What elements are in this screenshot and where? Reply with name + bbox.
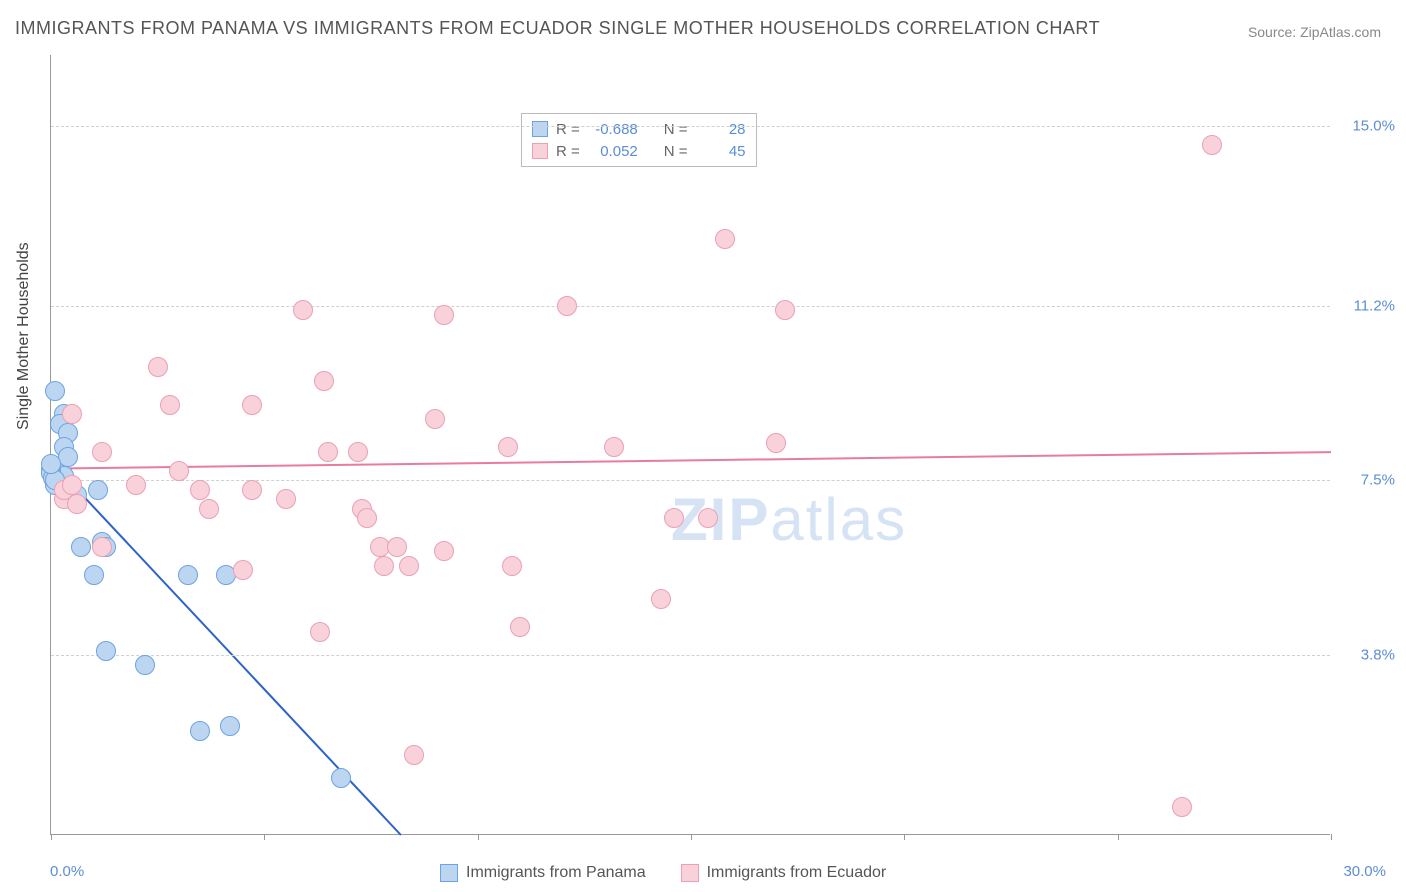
data-point <box>331 768 351 788</box>
x-tick <box>691 834 692 840</box>
trend-lines-svg <box>51 55 1331 835</box>
data-point <box>67 494 87 514</box>
data-point <box>510 617 530 637</box>
x-axis-max-label: 30.0% <box>1343 863 1386 880</box>
legend-n-label: N = <box>664 143 688 160</box>
plot-area: ZIPatlas R =-0.688N =28R =0.052N =45 15.… <box>50 55 1330 835</box>
data-point <box>651 589 671 609</box>
data-point <box>434 305 454 325</box>
data-point <box>88 480 108 500</box>
data-point <box>71 537 91 557</box>
x-tick <box>904 834 905 840</box>
data-point <box>374 556 394 576</box>
chart-title: IMMIGRANTS FROM PANAMA VS IMMIGRANTS FRO… <box>15 18 1100 39</box>
y-tick-label: 3.8% <box>1340 647 1395 664</box>
legend-n-value: 45 <box>696 143 746 160</box>
legend-swatch <box>440 864 458 882</box>
data-point <box>92 537 112 557</box>
legend-stat-row: R = 0.052 N = 45 <box>532 140 746 162</box>
data-point <box>199 499 219 519</box>
data-point <box>276 489 296 509</box>
x-tick <box>51 834 52 840</box>
legend-series-label: Immigrants from Panama <box>466 864 646 882</box>
data-point <box>178 565 198 585</box>
data-point <box>557 296 577 316</box>
data-point <box>310 622 330 642</box>
legend-n-value: 28 <box>696 121 746 138</box>
data-point <box>293 300 313 320</box>
data-point <box>775 300 795 320</box>
data-point <box>233 560 253 580</box>
legend-r-label: R = <box>556 121 580 138</box>
data-point <box>242 480 262 500</box>
y-tick-label: 11.2% <box>1340 297 1395 314</box>
data-point <box>766 433 786 453</box>
legend-stats: R = -0.688 N = 28 R = 0.052 N = 45 <box>521 113 757 167</box>
data-point <box>169 461 189 481</box>
data-point <box>404 745 424 765</box>
data-point <box>387 537 407 557</box>
data-point <box>96 641 116 661</box>
legend-n-label: N = <box>664 121 688 138</box>
data-point <box>220 716 240 736</box>
x-tick <box>1331 834 1332 840</box>
data-point <box>318 442 338 462</box>
data-point <box>604 437 624 457</box>
data-point <box>84 565 104 585</box>
gridline <box>51 480 1330 481</box>
data-point <box>348 442 368 462</box>
gridline <box>51 655 1330 656</box>
y-tick-label: 15.0% <box>1340 117 1395 134</box>
data-point <box>715 229 735 249</box>
legend-r-value: -0.688 <box>588 121 638 138</box>
data-point <box>92 442 112 462</box>
legend-r-label: R = <box>556 143 580 160</box>
data-point <box>148 357 168 377</box>
data-point <box>425 409 445 429</box>
data-point <box>135 655 155 675</box>
legend-series-item: Immigrants from Ecuador <box>681 864 887 882</box>
data-point <box>434 541 454 561</box>
data-point <box>664 508 684 528</box>
data-point <box>1172 797 1192 817</box>
data-point <box>1202 135 1222 155</box>
x-tick <box>264 834 265 840</box>
y-tick-label: 7.5% <box>1340 472 1395 489</box>
data-point <box>62 404 82 424</box>
x-axis-min-label: 0.0% <box>50 863 84 880</box>
legend-series-item: Immigrants from Panama <box>440 864 646 882</box>
legend-stat-row: R = -0.688 N = 28 <box>532 118 746 140</box>
legend-series: Immigrants from Panama Immigrants from Ec… <box>440 864 886 882</box>
data-point <box>190 480 210 500</box>
legend-swatch <box>681 864 699 882</box>
y-axis-title: Single Mother Households <box>15 242 33 430</box>
x-tick <box>1118 834 1119 840</box>
legend-r-value: 0.052 <box>588 143 638 160</box>
legend-swatch <box>532 143 548 159</box>
gridline <box>51 306 1330 307</box>
gridline <box>51 126 1330 127</box>
data-point <box>58 447 78 467</box>
source-attribution: Source: ZipAtlas.com <box>1248 24 1381 40</box>
data-point <box>62 475 82 495</box>
legend-series-label: Immigrants from Ecuador <box>707 864 887 882</box>
data-point <box>242 395 262 415</box>
data-point <box>498 437 518 457</box>
data-point <box>190 721 210 741</box>
data-point <box>126 475 146 495</box>
data-point <box>357 508 377 528</box>
data-point <box>41 454 61 474</box>
data-point <box>502 556 522 576</box>
data-point <box>399 556 419 576</box>
legend-swatch <box>532 121 548 137</box>
data-point <box>45 381 65 401</box>
data-point <box>314 371 334 391</box>
data-point <box>160 395 180 415</box>
x-tick <box>478 834 479 840</box>
data-point <box>698 508 718 528</box>
trend-line <box>51 452 1331 469</box>
